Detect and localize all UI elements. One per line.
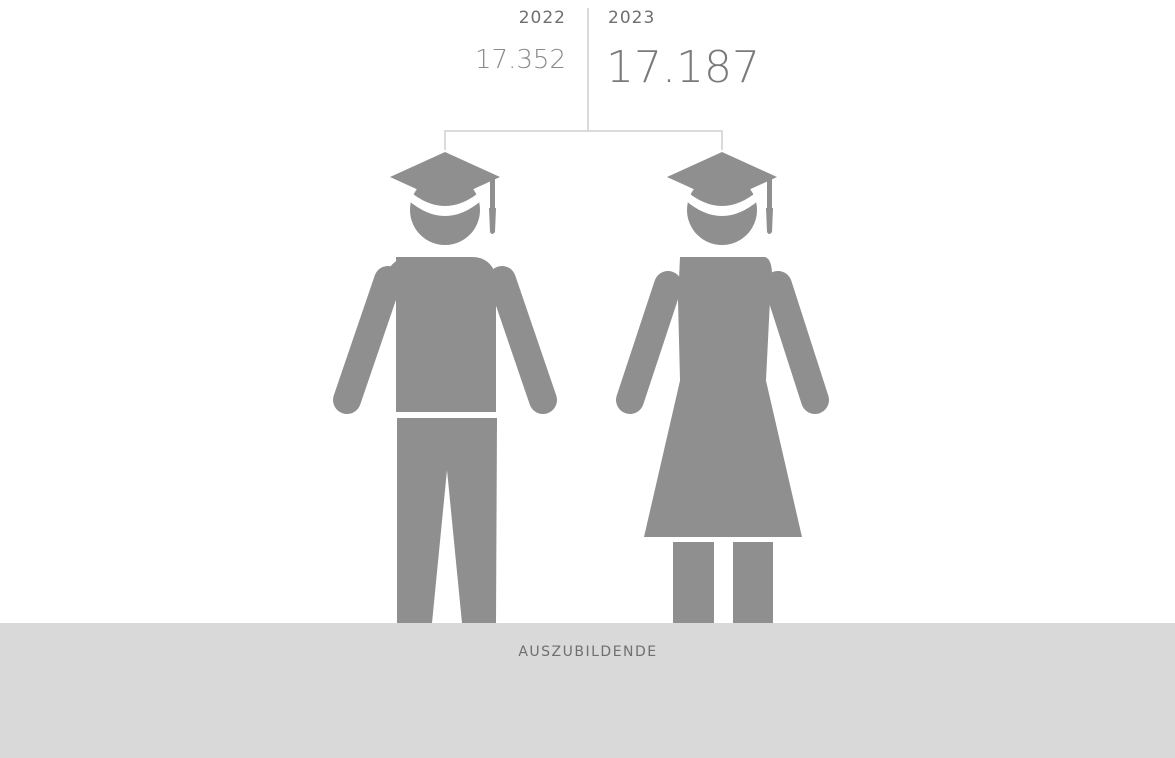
connector [444,8,723,150]
female-graduate-icon [616,152,829,623]
previous-value: 17.352 [475,45,566,75]
previous-year: 2022 [519,8,566,28]
category-label: AUSZUBILDENDE [518,644,657,660]
male-graduate-icon [333,152,557,623]
current-year: 2023 [608,8,655,28]
current-value: 17.187 [606,42,760,93]
footer-band [0,623,1175,758]
